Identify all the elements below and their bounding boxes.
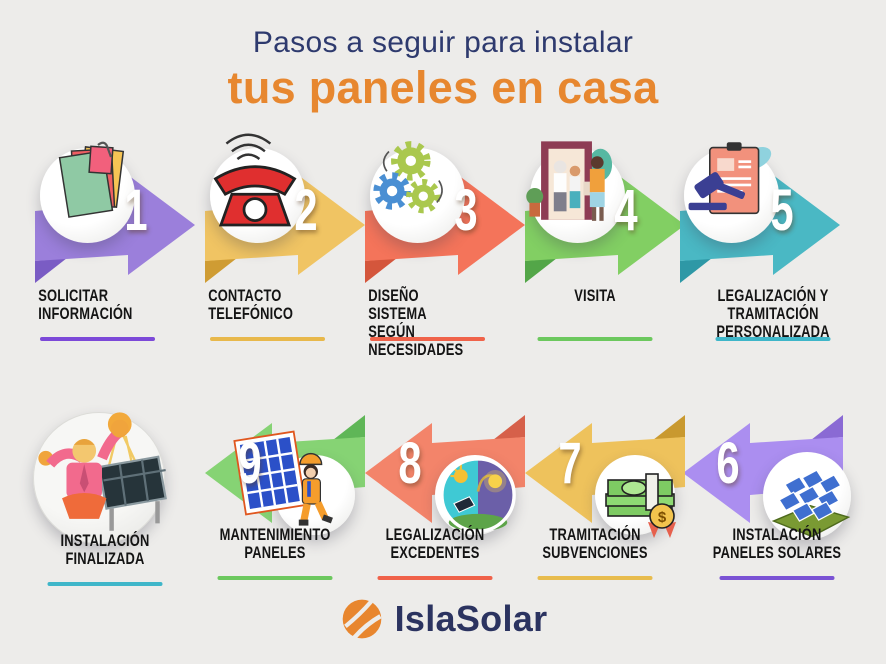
step-number: 7 [558,431,582,496]
step-8: 8 LEGALIZACIÓN EXCEDENTES [350,400,525,615]
step-number: 6 [716,431,740,496]
step-number: 3 [454,178,478,243]
step-label: INSTALACIÓN PANELES SOLARES [712,525,842,563]
step-underline [377,576,493,580]
surplus-energy-icon [440,457,516,533]
logo: IslaSolar [0,596,886,642]
step-number: 1 [124,178,148,243]
step-underline [40,337,155,341]
step-underline [210,337,325,341]
title-line-1: Pasos a seguir para instalar [252,26,634,59]
solar-array-icon [771,469,851,538]
step-3: 3 DISEÑO SISTEMA SEGÚN NECESIDADES [350,141,525,360]
step-9: 9 MANTENIMIENTO PANELES [190,400,365,615]
step-7: $ 7 TRAMITACIÓN SUBVENCIONES [510,400,685,615]
step-number: 4 [614,178,638,243]
title-line-2: tus paneles en casa [227,62,659,113]
subsidy-money-icon: $ [605,473,676,538]
step-underline [47,582,163,586]
step-label: LEGALIZACIÓN Y TRAMITACIÓN PERSONALIZADA [716,286,830,342]
step-label: LEGALIZACIÓN EXCEDENTES [385,525,485,563]
logo-text: IslaSolar [394,598,548,639]
clipboard-gavel-icon [688,142,772,215]
step-final: INSTALACIÓN FINALIZADA [20,400,190,615]
step-underline [537,337,653,341]
gears-icon [373,141,443,214]
step-6: 6 INSTALACIÓN PANELES SOLARES [668,400,886,615]
step-label: SOLICITAR INFORMACIÓN [38,286,133,324]
documents-icon [58,141,125,218]
step-underline [715,337,831,341]
step-2: 2 CONTACTO TELEFÓNICO [190,133,365,360]
svg-text:$: $ [658,509,667,526]
islasolar-sun-icon [342,599,382,640]
arrow-left-shape [683,415,843,523]
step-number: 8 [398,431,422,496]
step-underline [537,576,653,580]
step-label: TRAMITACIÓN SUBVENCIONES [542,525,648,563]
step-label: VISITA [574,286,616,305]
step-number: 9 [238,431,262,496]
step-underline [719,576,835,580]
step-5: 5 LEGALIZACIÓN Y TRAMITACIÓN PERSONALIZAD… [660,142,886,360]
step-4: 4 VISITA [510,141,685,360]
step-underline [217,576,333,580]
step-underline [370,337,485,341]
step-label: MANTENIMIENTO PANELES [219,525,331,563]
step-number: 2 [294,178,318,243]
finished-installation-icon [38,412,167,531]
telephone-icon [213,133,297,227]
step-label: INSTALACIÓN FINALIZADA [60,531,150,569]
step-1: 1 SOLICITAR INFORMACIÓN [20,141,195,360]
step-number: 5 [770,178,794,243]
worker-panel-icon [233,430,333,526]
home-visit-icon [526,141,613,221]
step-label: DISEÑO SISTEMA SEGÚN NECESIDADES [368,286,464,360]
step-label: CONTACTO TELEFÓNICO [208,286,294,324]
